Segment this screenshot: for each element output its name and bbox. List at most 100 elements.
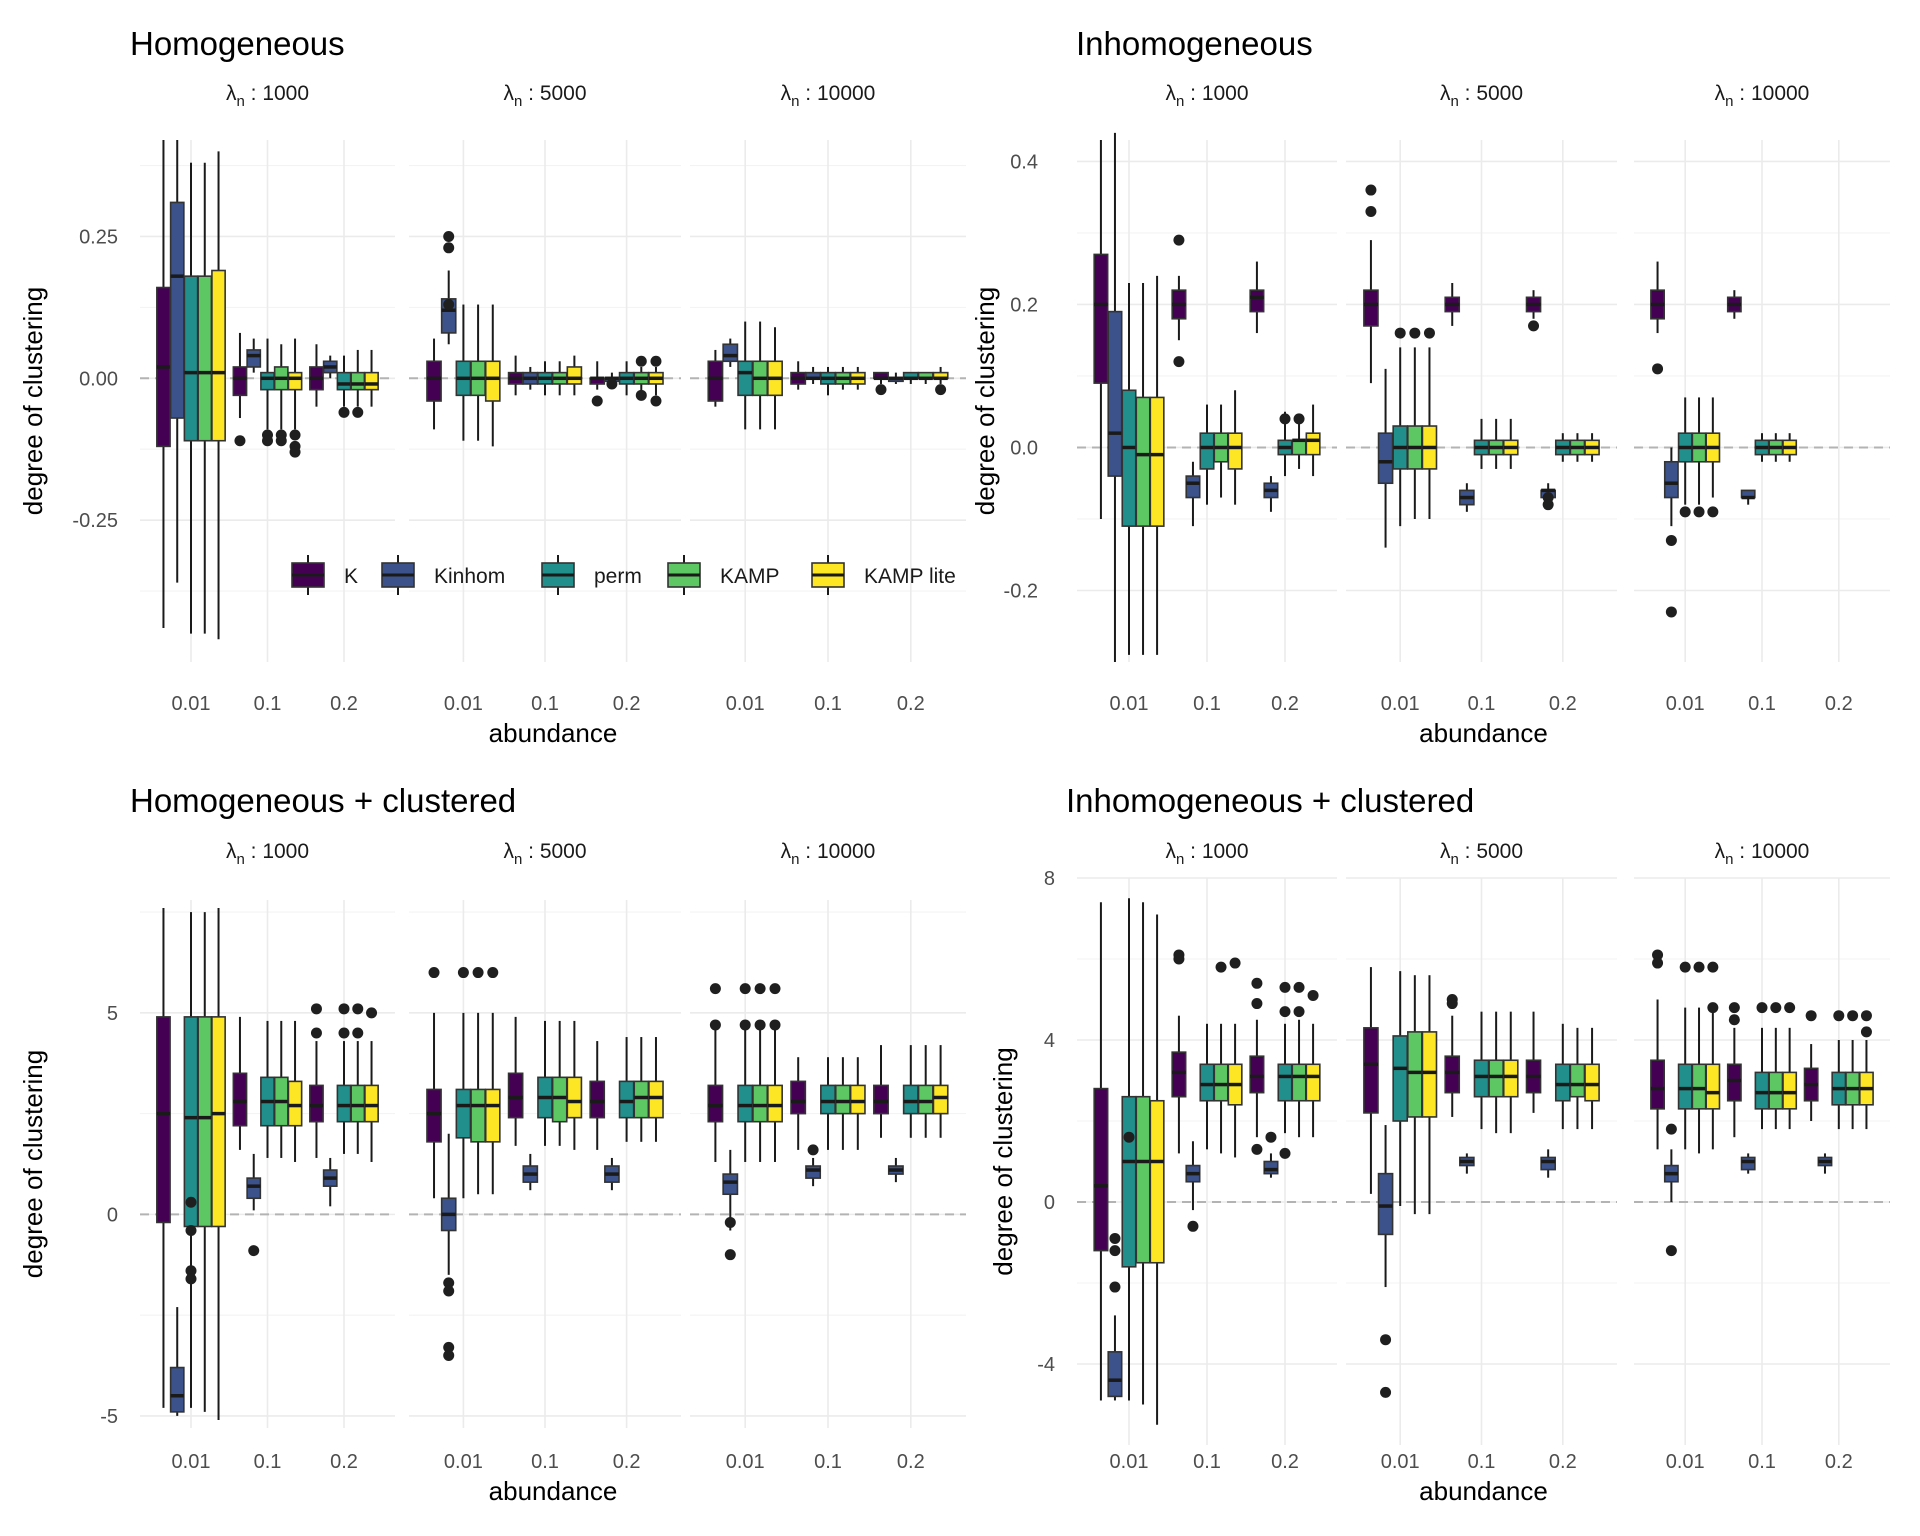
facet-strip-label: λn : 5000 xyxy=(503,82,586,110)
outlier-point xyxy=(352,406,364,418)
outlier-point xyxy=(1847,1010,1859,1022)
panel-3: Inhomogeneous + clustered degree of clust… xyxy=(988,782,1890,1506)
box-k xyxy=(1525,1011,1542,1113)
box-body xyxy=(1213,1063,1229,1102)
box-kamp-lite xyxy=(767,327,783,430)
box-body xyxy=(820,1084,836,1115)
outlier-point xyxy=(1293,413,1305,425)
box-kinhom xyxy=(1185,461,1201,527)
strip-colon: : xyxy=(1184,82,1202,105)
box-body xyxy=(805,1165,822,1179)
box-body xyxy=(707,360,724,402)
legend-item-kamp-lite: KAMP lite xyxy=(811,555,956,595)
box-body xyxy=(767,1084,783,1123)
x-tick-label: 0.01 xyxy=(172,693,211,715)
box-body xyxy=(1705,1063,1721,1110)
box-body xyxy=(1421,1031,1438,1118)
box-body xyxy=(1502,1059,1519,1098)
facet-strip-label: λn : 10000 xyxy=(781,82,876,110)
x-tick-label: 0.01 xyxy=(726,693,765,715)
box-kinhom xyxy=(246,338,262,373)
box-body xyxy=(1135,1095,1151,1264)
box-perm xyxy=(902,371,919,384)
box-kinhom xyxy=(604,372,620,390)
legend-label: perm xyxy=(594,565,642,588)
box-k xyxy=(1726,290,1742,319)
strip-subscript: n xyxy=(791,93,799,110)
strip-value: 10000 xyxy=(817,82,875,105)
y-tick-label: -0.25 xyxy=(72,510,118,532)
box-kinhom xyxy=(1107,1232,1123,1401)
outlier-point xyxy=(443,1277,455,1289)
outlier-point xyxy=(338,406,350,418)
legend: K Kinhom perm KAMP KAMP lite xyxy=(291,555,956,595)
box-kamp xyxy=(1407,327,1423,519)
facet-strip-label: λn : 10000 xyxy=(1715,840,1810,868)
y-tick-label: 0.25 xyxy=(79,226,118,248)
outlier-point xyxy=(709,983,721,995)
box-body xyxy=(790,1080,807,1115)
outlier-point xyxy=(769,1019,781,1031)
outlier-point xyxy=(338,1027,350,1039)
strip-subscript: n xyxy=(236,851,244,868)
strip-colon: : xyxy=(245,840,263,863)
panel-title: Homogeneous xyxy=(130,25,345,62)
box-body xyxy=(1363,289,1379,327)
x-tick-label: 0.2 xyxy=(613,693,641,715)
strip-lambda: λ xyxy=(503,82,514,105)
outlier-point xyxy=(1833,1010,1845,1022)
box-body xyxy=(484,1088,501,1143)
box-body xyxy=(1377,432,1394,485)
outlier-point xyxy=(606,378,618,390)
outlier-point xyxy=(1251,998,1263,1010)
box-perm xyxy=(537,361,553,396)
x-tick-label: 0.01 xyxy=(444,693,483,715)
box-body xyxy=(618,1080,635,1119)
x-tick-label: 0.2 xyxy=(330,1451,358,1473)
y-axis-label: degree of clustering xyxy=(18,287,48,515)
box-body xyxy=(1199,432,1215,470)
outlier-point xyxy=(1293,981,1305,993)
box-k xyxy=(156,140,171,628)
outlier-point xyxy=(443,230,455,242)
strip-value: 5000 xyxy=(540,840,587,863)
box-kamp xyxy=(752,321,769,430)
box-kamp xyxy=(1691,397,1707,518)
x-axis-label: abundance xyxy=(1419,1476,1548,1506)
outlier-point xyxy=(1380,1334,1392,1346)
box-kinhom xyxy=(169,1307,185,1416)
box-perm xyxy=(1754,433,1770,462)
box-body xyxy=(737,360,754,397)
legend-item-k: K xyxy=(291,555,358,595)
box-body xyxy=(1171,1051,1187,1098)
outlier-point xyxy=(1109,1281,1121,1293)
x-tick-label: 0.1 xyxy=(1468,693,1496,715)
box-body xyxy=(1554,1063,1571,1102)
facet-1000: λn : 1000 0.01 0.1 0.2 xyxy=(1077,840,1337,1473)
box-body xyxy=(232,366,248,397)
outlier-point xyxy=(185,1196,197,1208)
outlier-point xyxy=(1307,989,1319,1001)
x-tick-label: 0.2 xyxy=(1549,1451,1577,1473)
strip-colon: : xyxy=(522,840,540,863)
facet-strip-label: λn : 1000 xyxy=(226,82,309,110)
outlier-point xyxy=(1652,363,1664,375)
box-kamp-lite xyxy=(648,355,664,407)
x-tick-label: 0.2 xyxy=(1825,693,1853,715)
outlier-point xyxy=(1423,327,1435,339)
outlier-point xyxy=(1665,534,1677,546)
outlier-point xyxy=(724,1249,736,1261)
box-k xyxy=(1249,261,1265,334)
x-axis-label: abundance xyxy=(489,718,618,748)
box-k xyxy=(707,983,724,1162)
box-body xyxy=(1305,432,1321,456)
box-k xyxy=(1444,994,1461,1117)
legend-item-kinhom: Kinhom xyxy=(381,555,505,595)
box-kamp-lite xyxy=(932,366,949,396)
outlier-point xyxy=(472,967,484,979)
x-tick-label: 0.01 xyxy=(726,1451,765,1473)
facet-10000: λn : 10000 0.01 0.1 0.2 xyxy=(1634,840,1890,1473)
box-body xyxy=(197,1016,213,1228)
facet-10000: λn : 10000 0.01 0.1 0.2 xyxy=(690,82,966,715)
x-axis-label: abundance xyxy=(1419,718,1548,748)
